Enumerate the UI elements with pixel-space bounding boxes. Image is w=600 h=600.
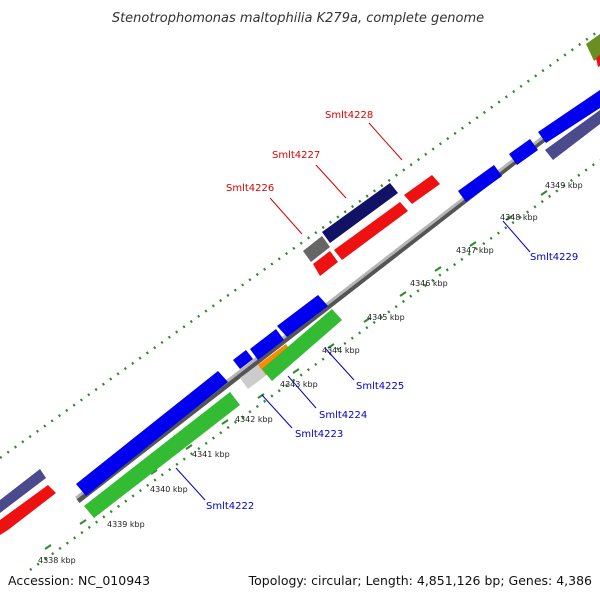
kbp-label: 4345 kbp (367, 313, 405, 322)
gene-labels: Smlt4226 Smlt4227 Smlt4228 Smlt4222 Smlt… (206, 110, 578, 512)
label-smlt4225[interactable]: Smlt4225 (356, 381, 404, 392)
gene-smlt4226-red[interactable] (313, 251, 338, 276)
gene-smlt4223[interactable] (240, 363, 268, 389)
kbp-label: 4342 kbp (235, 415, 273, 424)
label-smlt4223[interactable]: Smlt4223 (295, 429, 343, 440)
kbp-labels: 4338 kbp 4339 kbp 4340 kbp 4341 kbp 4342… (38, 181, 583, 565)
major-tick (79, 519, 87, 525)
leader-smlt4222 (175, 467, 206, 501)
leader-smlt4226 (269, 197, 303, 235)
outer-tick-track-upper (0, 28, 600, 460)
label-smlt4222[interactable]: Smlt4222 (206, 501, 254, 512)
gene-blue-small-b[interactable] (250, 329, 284, 360)
gene-blue-small-a[interactable] (233, 350, 253, 369)
gene-green-corner (586, 34, 600, 61)
major-tick (292, 368, 300, 374)
kbp-label: 4343 kbp (280, 380, 318, 389)
kbp-label: 4347 kbp (456, 246, 494, 255)
kbp-label: 4348 kbp (500, 213, 538, 222)
kbp-label: 4339 kbp (107, 520, 145, 529)
major-tick (221, 419, 229, 425)
gene-blue-right-a[interactable] (509, 139, 538, 165)
major-ticks (44, 190, 548, 550)
leader-smlt4227 (315, 164, 347, 199)
major-tick (469, 241, 477, 247)
gene-smlt4222-blue[interactable] (76, 371, 228, 496)
genome-backbone-shadow (76, 94, 600, 503)
kbp-label: 4344 kbp (322, 346, 360, 355)
leader-smlt4228 (368, 122, 403, 161)
gene-arrow-purple (0, 469, 46, 513)
gene-smlt4225[interactable] (262, 309, 342, 381)
major-tick (185, 444, 193, 450)
leader-smlt4224 (287, 375, 317, 409)
gene-blue-right-b[interactable] (538, 90, 600, 143)
major-tick (505, 215, 513, 221)
major-tick (434, 266, 442, 272)
label-smlt4224[interactable]: Smlt4224 (319, 410, 367, 421)
leader-lines (175, 122, 531, 501)
forward-genes (0, 34, 600, 535)
major-tick (327, 343, 335, 349)
major-tick (257, 393, 265, 399)
major-tick (44, 544, 52, 550)
leader-smlt4229 (502, 220, 531, 253)
label-smlt4227[interactable]: Smlt4227 (272, 150, 320, 161)
gene-blue-4229[interactable] (458, 165, 502, 202)
label-smlt4226[interactable]: Smlt4226 (226, 183, 274, 194)
reverse-genes (76, 90, 600, 518)
gene-purple-right[interactable] (545, 110, 600, 160)
major-tick (540, 190, 548, 196)
outer-tick-track-lower (29, 158, 600, 572)
kbp-label: 4338 kbp (38, 556, 76, 565)
leader-smlt4223 (261, 394, 293, 429)
major-tick (150, 469, 158, 475)
genome-summary-text: Topology: circular; Length: 4,851,126 bp… (248, 573, 592, 588)
leader-smlt4225 (324, 347, 355, 381)
gene-red-small[interactable] (404, 175, 440, 204)
gene-blue-mid[interactable] (277, 295, 328, 337)
map-title: Stenotrophomonas maltophilia K279a, comp… (112, 11, 484, 26)
label-smlt4228[interactable]: Smlt4228 (325, 110, 373, 121)
major-tick (363, 317, 371, 323)
accession-text: Accession: NC_010943 (8, 573, 150, 588)
gene-arrow-red (0, 485, 56, 535)
gene-smlt4228-red[interactable] (334, 202, 408, 260)
kbp-label: 4341 kbp (192, 450, 230, 459)
kbp-label: 4349 kbp (545, 181, 583, 190)
kbp-label: 4340 kbp (150, 485, 188, 494)
label-smlt4229[interactable]: Smlt4229 (530, 252, 578, 263)
major-tick (399, 291, 407, 297)
gene-smlt4226[interactable] (303, 236, 330, 262)
tick-tracks (0, 28, 600, 572)
gene-smlt4222[interactable] (84, 392, 240, 518)
kbp-label: 4346 kbp (410, 279, 448, 288)
gene-red-corner (596, 55, 600, 67)
gene-smlt4227[interactable] (322, 183, 398, 243)
